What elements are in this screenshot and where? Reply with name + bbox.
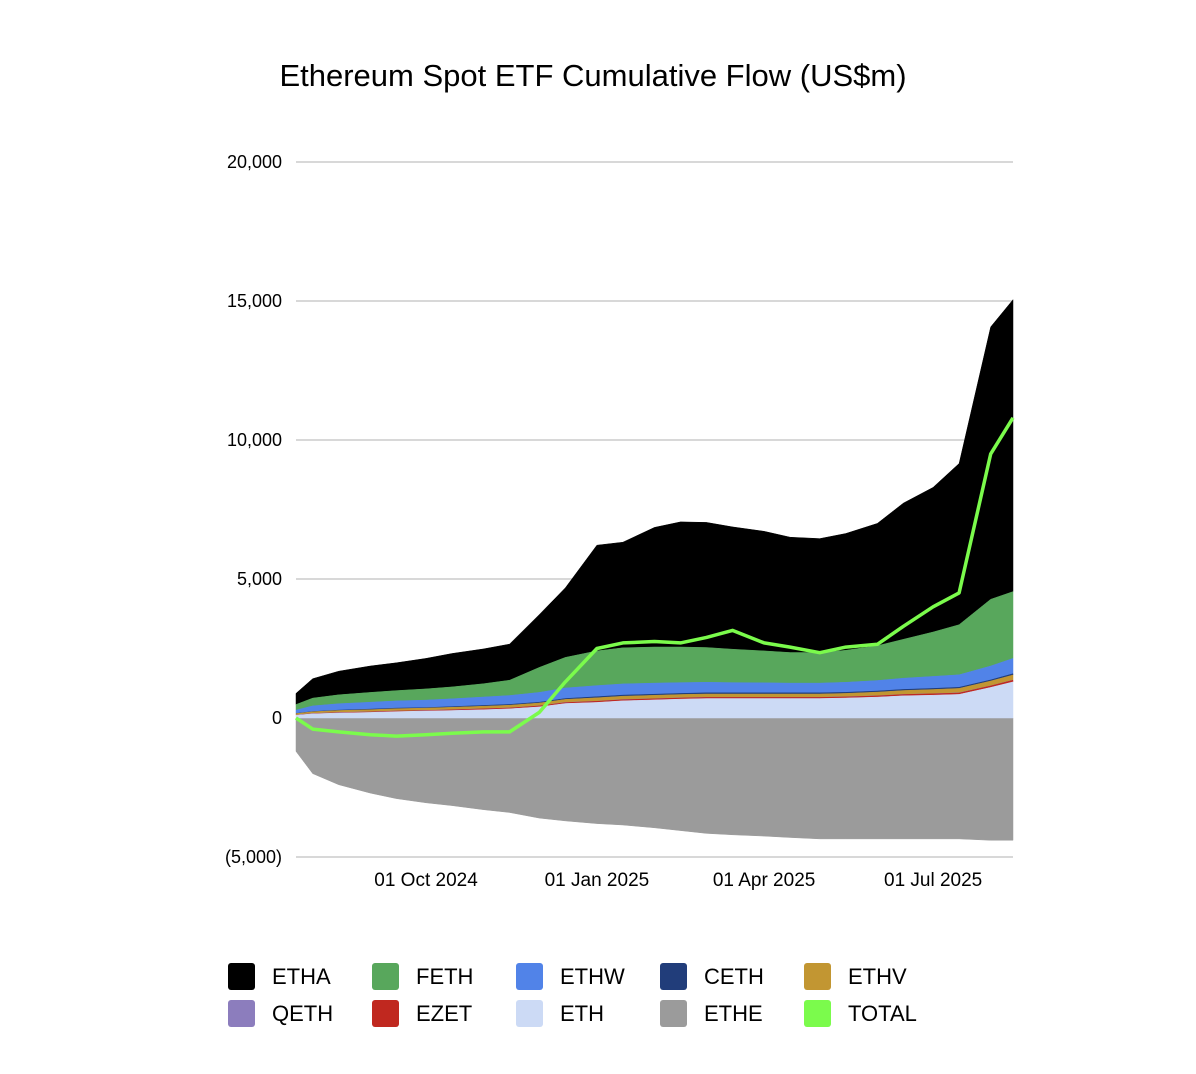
legend-item-feth: FETH — [372, 963, 516, 990]
legend-swatch — [804, 963, 831, 990]
y-tick-label: 10,000 — [227, 430, 282, 450]
legend-row: ETHA FETH ETHW CETH ETHV — [228, 958, 988, 995]
x-tick-label: 01 Jan 2025 — [545, 870, 650, 891]
legend-swatch — [228, 963, 255, 990]
legend-swatch — [660, 963, 687, 990]
legend: ETHA FETH ETHW CETH ETHV QETH EZET ETH ETHE TOTAL — [228, 958, 988, 1032]
legend-item-ceth: CETH — [660, 963, 804, 990]
legend-item-eth: ETH — [516, 1000, 660, 1027]
y-tick-label: (5,000) — [225, 847, 282, 867]
legend-item-ethv: ETHV — [804, 963, 948, 990]
legend-label: TOTAL — [848, 1000, 917, 1026]
legend-swatch — [372, 1000, 399, 1027]
legend-label: QETH — [272, 1000, 334, 1026]
legend-item-etha: ETHA — [228, 963, 372, 990]
legend-label: CETH — [704, 963, 764, 989]
legend-swatch — [372, 963, 399, 990]
y-tick-label: 15,000 — [227, 291, 282, 311]
legend-swatch — [516, 963, 543, 990]
legend-label: ETHV — [848, 963, 907, 989]
y-tick-label: 0 — [272, 708, 282, 728]
legend-label: ETHW — [560, 963, 625, 989]
x-tick-label: 01 Oct 2024 — [374, 870, 478, 891]
legend-label: ETHE — [704, 1000, 763, 1026]
x-axis: 01 Oct 2024 01 Jan 2025 01 Apr 2025 01 Jul … — [374, 870, 982, 891]
legend-swatch — [228, 1000, 255, 1027]
chart-title: Ethereum Spot ETF Cumulative Flow (US$m) — [279, 58, 907, 93]
x-tick-label: 01 Jul 2025 — [884, 870, 982, 891]
x-tick-label: 01 Apr 2025 — [713, 870, 815, 891]
legend-label: EZET — [416, 1000, 473, 1026]
legend-item-qeth: QETH — [228, 1000, 372, 1027]
area-eth — [295, 681, 1014, 719]
legend-swatch — [516, 1000, 543, 1027]
legend-swatch — [660, 1000, 687, 1027]
line-total — [295, 416, 1015, 738]
y-axis: 20,000 15,000 10,000 5,000 0 (5,000) — [225, 152, 282, 867]
legend-item-total: TOTAL — [804, 1000, 948, 1027]
chart-plot: 20,000 15,000 10,000 5,000 0 (5,000) 01 Oct 2… — [225, 152, 1015, 891]
legend-row: QETH EZET ETH ETHE TOTAL — [228, 995, 988, 1032]
stacked-areas — [295, 299, 1014, 841]
legend-swatch — [804, 1000, 831, 1027]
legend-item-ezet: EZET — [372, 1000, 516, 1027]
legend-item-ethw: ETHW — [516, 963, 660, 990]
legend-item-ethe: ETHE — [660, 1000, 804, 1027]
series-lines — [295, 416, 1015, 738]
legend-label: FETH — [416, 963, 474, 989]
y-tick-label: 20,000 — [227, 152, 282, 172]
legend-label: ETH — [560, 1000, 604, 1026]
legend-label: ETHA — [272, 963, 331, 989]
y-tick-label: 5,000 — [237, 569, 282, 589]
